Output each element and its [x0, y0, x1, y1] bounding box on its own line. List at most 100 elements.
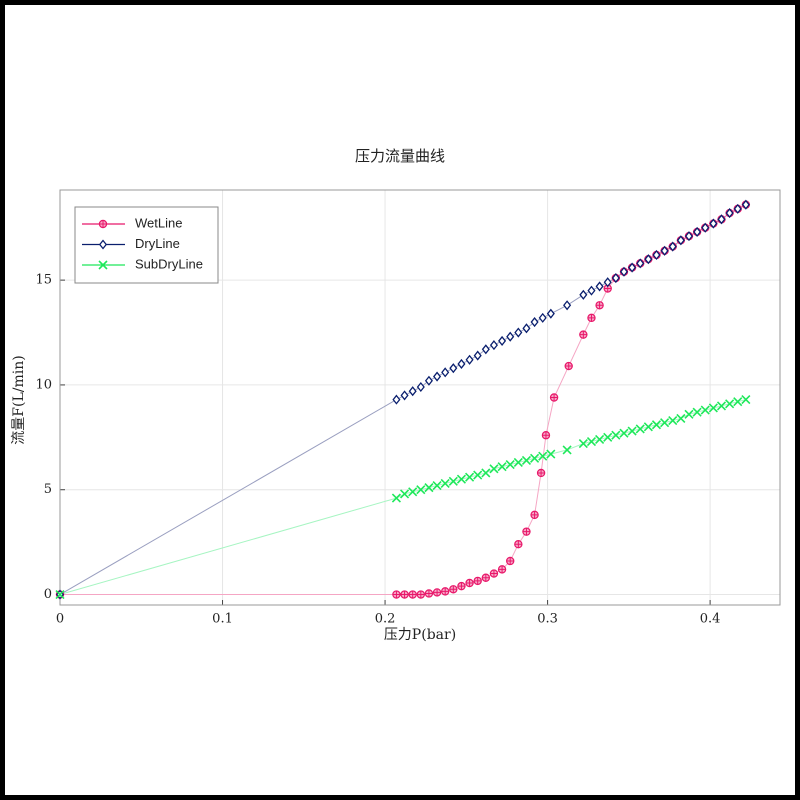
- marker: [514, 540, 523, 549]
- marker-cross: [441, 587, 449, 595]
- plot-frame: [59, 189, 781, 606]
- marker: [684, 409, 694, 419]
- marker: [400, 390, 409, 401]
- marker-cross: [542, 431, 550, 439]
- marker: [636, 258, 645, 269]
- marker: [400, 590, 409, 599]
- marker: [392, 394, 401, 405]
- marker: [497, 462, 507, 472]
- marker: [497, 565, 507, 574]
- marker: [506, 556, 515, 566]
- marker: [716, 401, 727, 411]
- marker: [546, 449, 556, 459]
- marker: [498, 335, 507, 346]
- marker: [627, 426, 637, 436]
- marker: [98, 260, 108, 270]
- chart: 压力流量曲线 压力P(bar) 流量F(L/min) 0 0.1 0.2 0.3 0.4…: [11, 147, 781, 643]
- marker: [424, 375, 433, 386]
- marker: [725, 399, 735, 409]
- marker: [440, 478, 450, 488]
- marker: [660, 418, 670, 428]
- marker: [473, 576, 482, 586]
- marker: [595, 281, 604, 292]
- marker: [619, 266, 629, 277]
- marker: [668, 241, 677, 252]
- marker: [651, 420, 662, 430]
- marker: [481, 468, 491, 478]
- marker: [541, 431, 551, 440]
- marker: [530, 317, 539, 328]
- marker: [725, 208, 734, 219]
- marker-cross: [474, 577, 482, 585]
- marker-cross: [490, 569, 498, 578]
- marker: [619, 428, 629, 438]
- marker: [644, 254, 653, 265]
- marker: [692, 407, 702, 417]
- marker: [456, 474, 467, 484]
- marker: [676, 235, 685, 246]
- marker: [399, 489, 410, 499]
- marker: [408, 487, 418, 497]
- y-tick-label: 15: [35, 273, 52, 288]
- marker: [635, 424, 645, 434]
- marker: [628, 262, 637, 273]
- marker: [700, 405, 710, 415]
- marker: [717, 214, 726, 225]
- marker: [660, 245, 669, 256]
- marker: [741, 199, 750, 210]
- marker-cross: [457, 582, 466, 590]
- marker: [578, 439, 588, 449]
- x-tick-label: 0.1: [212, 612, 233, 627]
- marker: [433, 371, 442, 382]
- marker: [530, 510, 539, 520]
- legend-label: SubDryLine: [135, 256, 203, 271]
- marker: [668, 415, 678, 426]
- marker-cross: [392, 590, 401, 599]
- y-tick-label: 10: [35, 377, 52, 392]
- marker: [392, 590, 401, 599]
- marker: [546, 308, 555, 319]
- marker: [489, 464, 499, 474]
- marker-cross: [482, 574, 490, 582]
- marker: [538, 312, 547, 323]
- marker: [564, 361, 573, 371]
- marker: [709, 218, 718, 229]
- marker: [481, 573, 491, 582]
- x-tick-label: 0: [56, 612, 64, 627]
- marker: [416, 381, 425, 393]
- marker: [611, 272, 620, 284]
- marker-cross: [506, 557, 514, 565]
- marker: [587, 313, 596, 323]
- marker: [465, 578, 474, 588]
- marker-cross: [449, 585, 457, 593]
- marker: [676, 413, 686, 424]
- marker: [595, 434, 605, 444]
- x-axis-label: 压力P(bar): [384, 627, 456, 643]
- marker: [611, 430, 621, 440]
- marker: [549, 393, 559, 402]
- marker: [562, 445, 572, 455]
- marker: [465, 354, 474, 365]
- marker: [465, 472, 475, 482]
- marker-cross: [595, 301, 604, 309]
- y-axis-label: 流量F(L/min): [11, 355, 27, 444]
- marker: [693, 226, 702, 237]
- marker: [514, 327, 523, 338]
- marker: [473, 350, 482, 361]
- marker-cross: [514, 540, 522, 548]
- marker: [579, 330, 588, 339]
- marker: [505, 460, 515, 470]
- marker: [408, 386, 417, 397]
- marker-cross: [409, 590, 417, 599]
- marker-cross: [465, 579, 474, 587]
- marker: [457, 358, 466, 370]
- marker-cross: [550, 393, 558, 402]
- marker: [587, 285, 596, 296]
- marker-cross: [530, 511, 539, 519]
- marker: [424, 483, 434, 493]
- marker: [440, 587, 450, 596]
- marker: [684, 231, 694, 242]
- marker: [530, 453, 540, 463]
- marker: [513, 457, 523, 468]
